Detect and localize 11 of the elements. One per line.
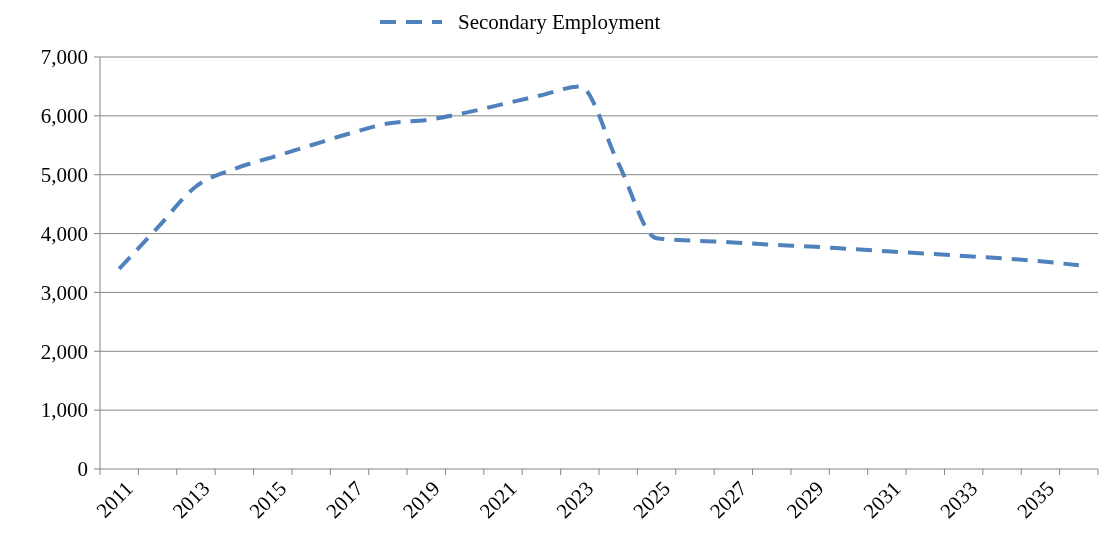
y-tick-label: 6,000 <box>40 104 88 129</box>
legend-label: Secondary Employment <box>458 10 661 35</box>
y-tick-label: 0 <box>77 457 88 482</box>
y-tick-label: 2,000 <box>40 339 88 364</box>
line-series <box>117 84 1081 271</box>
y-tick-label: 1,000 <box>40 398 88 423</box>
y-tick-label: 4,000 <box>40 221 88 246</box>
y-tick-label: 3,000 <box>40 280 88 305</box>
y-tick-label: 5,000 <box>40 163 88 188</box>
y-tick-label: 7,000 <box>40 45 88 70</box>
x-tick-label: 2011 <box>91 476 138 523</box>
